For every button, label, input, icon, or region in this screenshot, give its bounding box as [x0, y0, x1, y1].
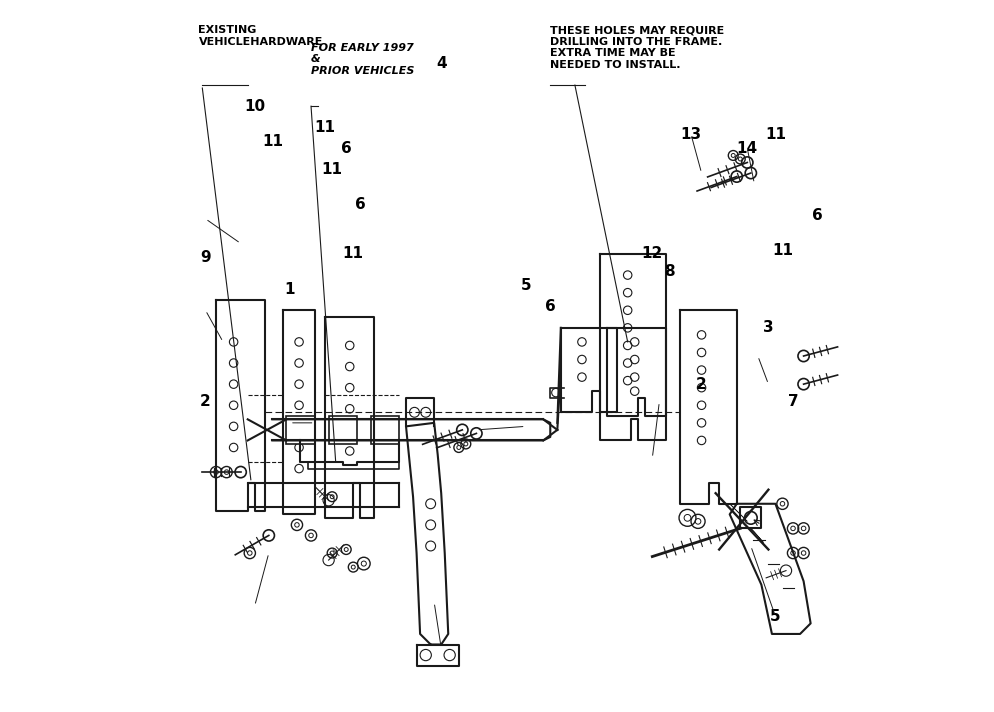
Text: 5: 5	[520, 278, 531, 293]
FancyBboxPatch shape	[371, 416, 399, 444]
Text: 8: 8	[664, 264, 675, 279]
Text: THESE HOLES MAY REQUIRE
DRILLING INTO THE FRAME.
EXTRA TIME MAY BE
NEEDED TO INS: THESE HOLES MAY REQUIRE DRILLING INTO TH…	[550, 26, 724, 70]
Text: 11: 11	[321, 162, 342, 177]
Text: 2: 2	[696, 377, 706, 392]
Text: 11: 11	[771, 243, 792, 258]
Text: 9: 9	[200, 250, 211, 265]
Text: 6: 6	[355, 197, 365, 212]
Text: 6: 6	[811, 208, 822, 223]
Text: 2: 2	[200, 394, 211, 409]
Text: 14: 14	[736, 141, 757, 156]
Text: 6: 6	[341, 141, 351, 156]
Text: 11: 11	[764, 127, 785, 142]
Text: 6: 6	[545, 299, 555, 314]
Text: 3: 3	[762, 320, 773, 335]
Text: 12: 12	[641, 246, 662, 261]
Text: 11: 11	[261, 134, 282, 149]
FancyBboxPatch shape	[328, 416, 357, 444]
Text: 13: 13	[680, 127, 701, 142]
Polygon shape	[750, 528, 762, 543]
Text: 4: 4	[435, 56, 446, 71]
Text: FOR EARLY 1997
&
PRIOR VEHICLES: FOR EARLY 1997 & PRIOR VEHICLES	[311, 43, 414, 76]
Text: 5: 5	[769, 609, 780, 624]
Text: 1: 1	[284, 282, 295, 297]
Text: 10: 10	[244, 99, 265, 114]
Text: 11: 11	[314, 120, 335, 135]
Polygon shape	[729, 504, 746, 521]
Text: 7: 7	[787, 394, 797, 409]
FancyBboxPatch shape	[286, 416, 314, 444]
Text: EXISTING
VEHICLEHARDWARE: EXISTING VEHICLEHARDWARE	[198, 26, 322, 47]
Text: 11: 11	[342, 246, 364, 261]
